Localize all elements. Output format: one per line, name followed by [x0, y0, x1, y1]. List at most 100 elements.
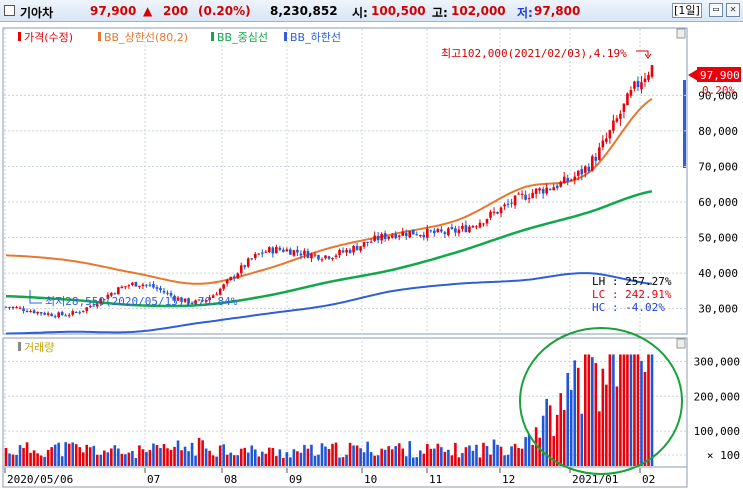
- volume-bar: [120, 453, 124, 466]
- candle-body: [520, 193, 524, 195]
- legend-volume: 거래량: [24, 341, 54, 354]
- volume-bar: [39, 455, 43, 466]
- candle-body: [36, 311, 39, 314]
- volume-bar: [180, 450, 183, 466]
- candle-body: [633, 81, 636, 89]
- candle-body: [138, 285, 141, 287]
- volume-bar: [580, 413, 584, 466]
- volume-bar: [271, 447, 275, 466]
- candle-body: [324, 255, 327, 259]
- candle-body: [201, 299, 204, 301]
- y-tick-label: 60,000: [698, 196, 738, 209]
- volume-bar: [622, 354, 626, 466]
- volume-bar: [492, 439, 496, 466]
- candle-body: [626, 93, 629, 106]
- candle-body: [583, 166, 587, 173]
- candle-body: [134, 281, 138, 287]
- close-icon[interactable]: ✕: [726, 3, 740, 17]
- candle-body: [629, 90, 633, 96]
- candle-body: [422, 234, 426, 238]
- volume-bar: [239, 448, 243, 466]
- volume-bar: [583, 354, 587, 466]
- candle-body: [88, 306, 92, 308]
- candle-body: [264, 251, 268, 253]
- volume-bar: [397, 443, 401, 466]
- candle-body: [605, 138, 608, 142]
- window-checkbox[interactable]: [4, 5, 15, 16]
- volume-bar: [46, 449, 50, 466]
- candle-body: [380, 233, 383, 241]
- legend: 가격(수정) BB_상한선(80,2) BB_중심선 BB_하한선 거래량: [18, 30, 341, 354]
- volume-bar: [282, 457, 285, 466]
- volume-bar: [78, 447, 82, 466]
- y-tick-label: 40,000: [698, 267, 738, 280]
- candle-body: [619, 113, 622, 119]
- low-label: 저:: [517, 6, 533, 20]
- volume-bar: [626, 354, 629, 466]
- candle-body: [194, 300, 197, 304]
- candle-body: [64, 315, 67, 317]
- candle-body: [289, 249, 292, 255]
- period-selector[interactable]: [1일]: [672, 3, 702, 18]
- candle-body: [594, 157, 598, 161]
- y-axis: 30,000 40,000 50,000 60,000 70,000 80,000 90,0…: [698, 89, 738, 315]
- candle-body: [369, 241, 373, 243]
- volume-bar: [464, 447, 468, 466]
- volume-bar: [608, 354, 612, 466]
- volume-bar: [71, 442, 75, 466]
- candle-body: [461, 225, 464, 229]
- max-arrow-icon: [636, 50, 649, 56]
- candle-body: [229, 276, 232, 281]
- volume-bar: [313, 455, 317, 466]
- candle-body: [598, 147, 601, 160]
- candle-body: [411, 229, 415, 235]
- volume-bar: [334, 442, 338, 466]
- candle-body: [489, 211, 492, 218]
- lh-stat: LH : 257.27%: [592, 275, 672, 288]
- candle-body: [429, 230, 433, 232]
- candle-body: [176, 297, 180, 301]
- scroll-indicator[interactable]: [683, 80, 686, 168]
- candle-body: [517, 193, 520, 195]
- candle-body: [555, 185, 559, 189]
- panel-close-icon[interactable]: [676, 338, 686, 349]
- stock-name: 기아차: [20, 6, 54, 20]
- y-tick-label: 90,000: [698, 89, 738, 102]
- volume-bar: [15, 454, 18, 466]
- candle-body: [415, 234, 419, 236]
- volume-bar: [50, 447, 53, 466]
- candle-body: [562, 176, 566, 184]
- candle-body: [397, 235, 401, 237]
- lc-stat: LC : 242.91%: [592, 288, 672, 301]
- volume-bar: [373, 455, 376, 466]
- candle-body: [208, 297, 211, 301]
- candle-body: [190, 302, 194, 304]
- volume-bar: [127, 452, 131, 466]
- x-axis: 2020/05/06 07 08 09 10 11 12 2021/01 02: [4, 468, 655, 486]
- candle-body: [531, 192, 534, 198]
- volume-bar: [489, 454, 492, 466]
- volume-bar: [324, 446, 327, 466]
- volume-bar: [576, 367, 580, 466]
- volume-bar: [159, 448, 162, 466]
- volume-bar: [292, 449, 296, 466]
- volume-bar: [429, 448, 433, 466]
- last-pct-label: 0.20%: [702, 84, 735, 97]
- min-annotation: 최저28,550(2020/05/15),-70.84%: [45, 295, 238, 308]
- candle-body: [166, 292, 169, 294]
- panel-close-icon[interactable]: [676, 28, 686, 39]
- candle-body: [124, 286, 127, 288]
- candle-body: [436, 228, 440, 233]
- volume-bar: [22, 447, 25, 466]
- candle-body: [222, 284, 225, 289]
- candle-body: [299, 253, 303, 256]
- legend-price: 가격(수정): [24, 31, 73, 44]
- grid: [4, 29, 686, 466]
- candle-body: [478, 222, 482, 228]
- volume-bar: [85, 444, 89, 466]
- volume-bar: [633, 354, 636, 466]
- candle-body: [215, 294, 218, 296]
- candle-body: [145, 284, 148, 286]
- minimize-icon[interactable]: ▭: [709, 3, 723, 17]
- candle-body: [545, 187, 548, 194]
